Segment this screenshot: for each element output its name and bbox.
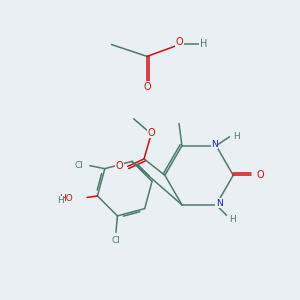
Text: H: H [229,215,236,224]
Text: Cl: Cl [74,161,83,170]
Text: O: O [116,161,123,171]
Text: O: O [143,82,151,92]
Text: H: H [57,196,64,206]
Text: HO: HO [59,194,73,203]
Text: N: N [216,199,223,208]
Text: Cl: Cl [112,236,120,245]
Text: O: O [176,37,184,47]
Text: O: O [147,128,155,138]
Text: H: H [234,132,240,141]
Text: N: N [211,140,218,149]
Text: O: O [256,170,264,180]
Text: H: H [200,40,207,50]
